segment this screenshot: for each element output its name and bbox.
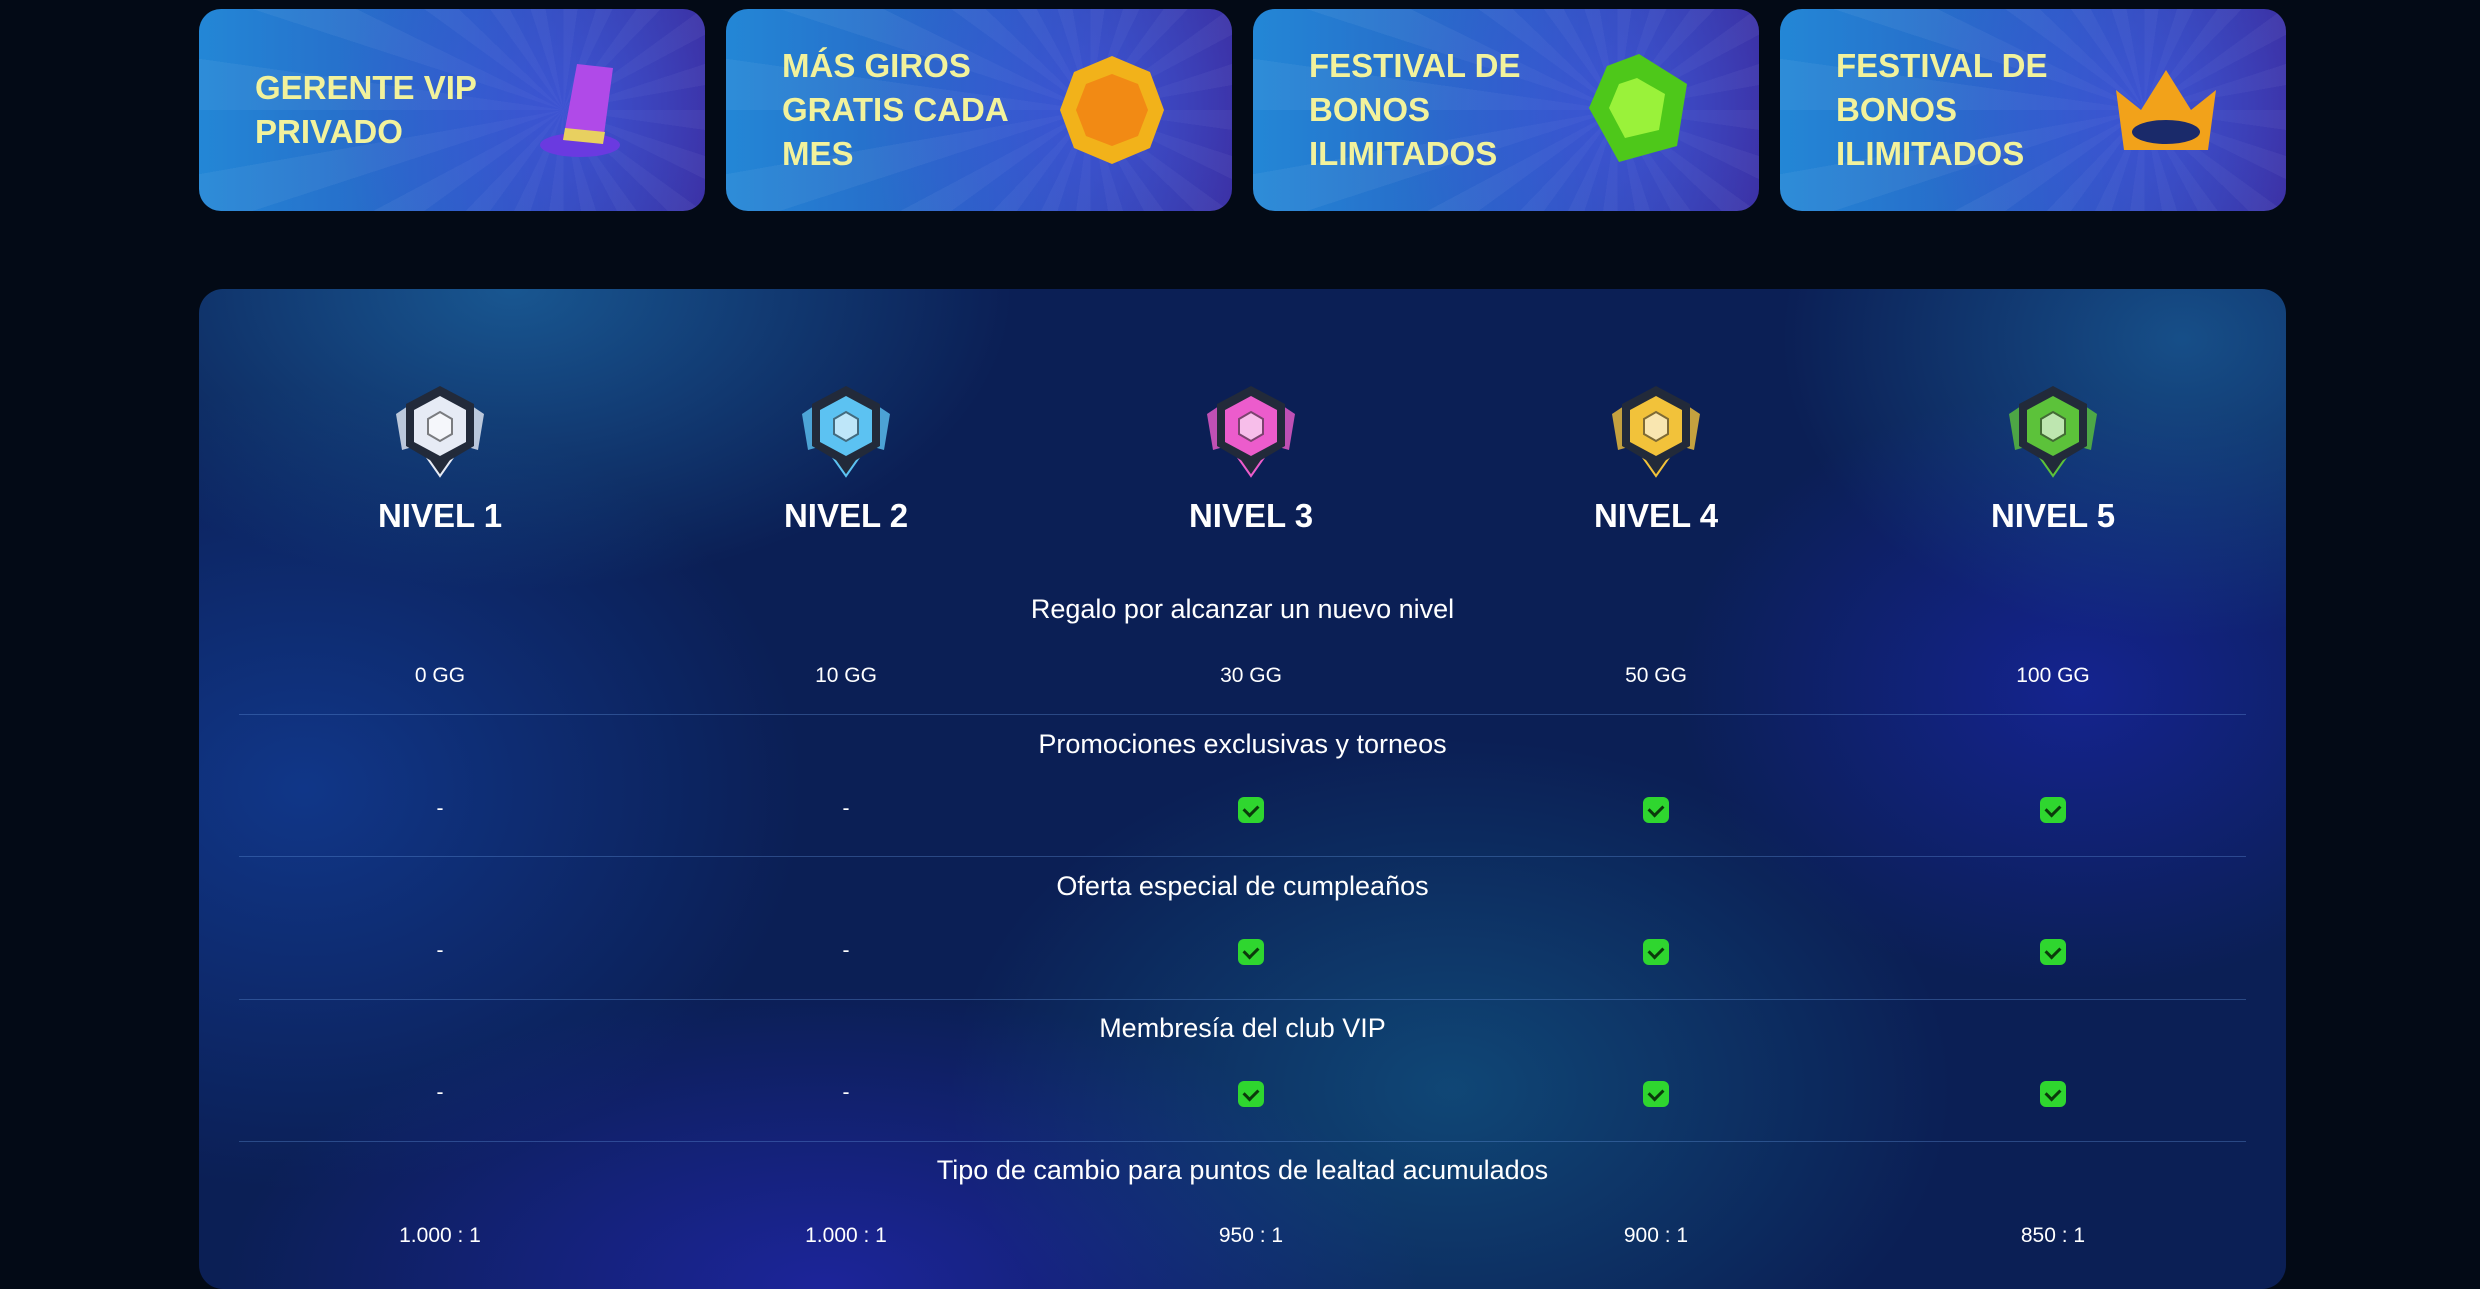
benefit-value: 900 : 1: [1623, 1224, 1689, 1247]
benefit-value: 950 : 1: [1218, 1224, 1284, 1247]
benefit-value: 100 GG: [2016, 664, 2090, 687]
benefit-cell: 1.000 : 1: [696, 1224, 996, 1248]
level-name: NIVEL 3: [1188, 497, 1314, 534]
gem-icon: [1579, 50, 1699, 170]
benefit-title: Tipo de cambio para puntos de lealtad ac…: [936, 1155, 1549, 1185]
level-name: NIVEL 5: [1990, 497, 2116, 534]
benefit-cell: 0 GG: [290, 664, 590, 688]
benefit-cell: 850 : 1: [1903, 1224, 2203, 1248]
benefit-title: Membresía del club VIP: [1099, 1013, 1386, 1043]
benefit-cell: [1903, 797, 2203, 829]
benefit-value: 30 GG: [1220, 664, 1282, 687]
benefit-cell: [1903, 939, 2203, 971]
benefit-cell: [1506, 797, 1806, 829]
level-name: NIVEL 1: [377, 497, 503, 534]
check-icon: [1238, 797, 1264, 823]
benefit-title: Promociones exclusivas y torneos: [1038, 729, 1447, 759]
benefit-value: 0 GG: [414, 664, 466, 687]
benefit-cell: -: [290, 1081, 590, 1105]
row-divider: [239, 1141, 2246, 1142]
check-icon: [1238, 939, 1264, 965]
benefit-cell: -: [290, 797, 590, 821]
benefit-cell: 50 GG: [1506, 664, 1806, 688]
check-icon: [1643, 939, 1669, 965]
level-badge-icon: [798, 384, 894, 480]
benefit-cell: 900 : 1: [1506, 1224, 1806, 1248]
vip-levels-panel: NIVEL 1 NIVEL 2 NIVEL 3 NIVEL 4 NIVEL 5 Regal…: [199, 289, 2286, 1289]
benefit-value: -: [842, 939, 850, 962]
benefit-value: -: [842, 797, 850, 820]
benefit-cell: 10 GG: [696, 664, 996, 688]
check-icon: [2040, 797, 2066, 823]
check-icon: [1238, 1081, 1264, 1107]
promo-card-label: FESTIVAL DE BONOS ILIMITADOS: [1836, 47, 2048, 172]
benefit-value: 1.000 : 1: [805, 1224, 887, 1247]
benefit-value: -: [436, 1081, 444, 1104]
promo-card[interactable]: GERENTE VIP PRIVADO: [199, 9, 705, 211]
benefit-value: 1.000 : 1: [399, 1224, 481, 1247]
check-icon: [2040, 939, 2066, 965]
benefit-value: 50 GG: [1625, 664, 1687, 687]
row-divider: [239, 714, 2246, 715]
benefit-cell: [1506, 1081, 1806, 1113]
coin-icon: [1052, 50, 1172, 170]
benefit-value: -: [436, 939, 444, 962]
level-badge-icon: [1608, 384, 1704, 480]
benefit-cell: [1101, 939, 1401, 971]
benefit-value: 850 : 1: [2020, 1224, 2086, 1247]
benefit-cell: -: [290, 939, 590, 963]
level-name: NIVEL 4: [1593, 497, 1719, 534]
benefit-cell: 1.000 : 1: [290, 1224, 590, 1248]
check-icon: [1643, 1081, 1669, 1107]
level-badge-icon: [2005, 384, 2101, 480]
promo-card[interactable]: MÁS GIROS GRATIS CADA MES: [726, 9, 1232, 211]
crown-icon: [2106, 50, 2226, 170]
level-badge-icon: [392, 384, 488, 480]
check-icon: [1643, 797, 1669, 823]
check-icon: [2040, 1081, 2066, 1107]
benefit-cell: [1506, 939, 1806, 971]
promo-card[interactable]: FESTIVAL DE BONOS ILIMITADOS: [1780, 9, 2286, 211]
benefit-value: 10 GG: [815, 664, 877, 687]
benefit-cell: -: [696, 939, 996, 963]
benefit-title: Oferta especial de cumpleaños: [1056, 871, 1429, 901]
top-hat-icon: [525, 50, 645, 170]
row-divider: [239, 999, 2246, 1000]
benefit-value: -: [436, 797, 444, 820]
benefit-cell: 30 GG: [1101, 664, 1401, 688]
benefit-cell: [1101, 1081, 1401, 1113]
benefit-title: Regalo por alcanzar un nuevo nivel: [1030, 594, 1455, 624]
benefit-cell: [1101, 797, 1401, 829]
benefit-cell: [1903, 1081, 2203, 1113]
benefit-value: -: [842, 1081, 850, 1104]
level-name: NIVEL 2: [783, 497, 909, 534]
benefit-cell: 100 GG: [1903, 664, 2203, 688]
benefit-cell: 950 : 1: [1101, 1224, 1401, 1248]
promo-card[interactable]: FESTIVAL DE BONOS ILIMITADOS: [1253, 9, 1759, 211]
promo-card-label: GERENTE VIP PRIVADO: [255, 69, 477, 150]
row-divider: [239, 856, 2246, 857]
promo-card-label: MÁS GIROS GRATIS CADA MES: [782, 47, 1008, 172]
promo-card-label: FESTIVAL DE BONOS ILIMITADOS: [1309, 47, 1521, 172]
level-badge-icon: [1203, 384, 1299, 480]
benefit-cell: -: [696, 797, 996, 821]
benefit-cell: -: [696, 1081, 996, 1105]
